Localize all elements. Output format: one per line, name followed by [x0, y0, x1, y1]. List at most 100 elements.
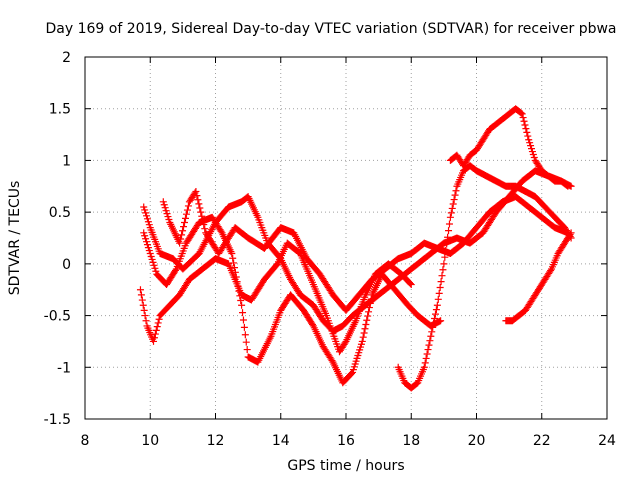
data-point — [522, 125, 530, 133]
data-point — [441, 253, 449, 261]
y-tick-label: -1 — [57, 360, 71, 376]
data-point — [142, 235, 150, 243]
data-point — [234, 282, 242, 290]
data-point — [425, 341, 433, 349]
series-track-g — [159, 187, 572, 314]
data-point — [446, 213, 454, 221]
data-point — [435, 289, 443, 297]
data-point — [148, 255, 156, 263]
data-point — [426, 337, 434, 345]
data-point — [141, 206, 149, 214]
data-point — [139, 301, 147, 309]
data-point — [178, 231, 186, 239]
data-point — [439, 266, 447, 274]
data-point — [363, 316, 371, 324]
data-point — [238, 301, 246, 309]
data-point — [144, 218, 152, 226]
data-point — [150, 334, 158, 342]
series-track-c — [140, 213, 445, 387]
data-point — [521, 121, 529, 129]
data-point — [428, 328, 436, 336]
data-point — [358, 337, 366, 345]
data-point — [143, 215, 151, 223]
data-point — [424, 346, 432, 354]
data-point — [230, 259, 238, 267]
data-point — [180, 223, 188, 231]
data-point — [236, 292, 244, 300]
data-point — [181, 214, 189, 222]
data-point — [529, 151, 537, 159]
data-point — [360, 329, 368, 337]
data-point — [184, 202, 192, 210]
data-point — [171, 266, 179, 274]
data-point — [447, 209, 455, 217]
data-point — [348, 369, 356, 377]
data-point — [151, 264, 159, 272]
data-point — [452, 187, 460, 195]
data-point — [137, 291, 145, 299]
data-point — [450, 196, 458, 204]
data-point — [165, 216, 173, 224]
y-tick-label: 1 — [62, 153, 71, 169]
data-point — [140, 306, 148, 314]
data-point — [437, 317, 445, 325]
y-tick-label: 1.5 — [49, 102, 71, 118]
series-track-e — [446, 105, 572, 190]
data-point — [143, 212, 151, 220]
data-point — [141, 232, 149, 240]
data-point — [431, 315, 439, 323]
y-axis-ticks: -1.5 -1 -0.5 0 0.5 1 1.5 2 — [44, 50, 607, 428]
data-point — [239, 316, 247, 324]
data-point — [528, 148, 536, 156]
data-point — [143, 241, 151, 249]
data-point — [237, 297, 245, 305]
data-point — [164, 213, 172, 221]
data-point — [150, 337, 158, 345]
data-point — [440, 260, 448, 268]
x-tick-label: 8 — [81, 433, 90, 449]
x-tick-label: 16 — [337, 433, 355, 449]
data-point — [527, 145, 535, 153]
data-point — [138, 296, 146, 304]
data-point — [145, 247, 153, 255]
data-point — [141, 312, 149, 320]
data-point — [143, 238, 151, 246]
data-point — [445, 227, 453, 235]
data-point — [153, 323, 161, 331]
data-point — [448, 204, 456, 212]
data-point — [242, 338, 250, 346]
data-point — [451, 191, 459, 199]
data-point — [443, 240, 451, 248]
data-point — [192, 187, 200, 195]
data-point — [517, 109, 525, 117]
data-point — [200, 221, 208, 229]
data-point — [182, 210, 190, 218]
data-point — [422, 354, 430, 362]
data-point — [230, 264, 238, 272]
data-marks — [136, 105, 575, 392]
data-point — [359, 333, 367, 341]
y-tick-label: 0.5 — [49, 205, 71, 221]
x-tick-label: 22 — [533, 433, 551, 449]
data-point — [429, 323, 437, 331]
data-point — [160, 201, 168, 209]
data-point — [151, 330, 159, 338]
data-point — [564, 229, 572, 237]
data-point — [524, 132, 532, 140]
data-point — [526, 139, 534, 147]
data-point — [144, 244, 152, 252]
data-point — [147, 252, 155, 260]
x-tick-label: 10 — [141, 433, 159, 449]
y-axis-label: SDTVAR / TECUs — [7, 181, 23, 296]
data-point — [364, 312, 372, 320]
data-point — [564, 182, 572, 190]
data-point — [179, 227, 187, 235]
data-point — [523, 128, 531, 136]
data-point — [406, 280, 414, 288]
data-point — [436, 283, 444, 291]
data-point — [437, 278, 445, 286]
data-point — [433, 301, 441, 309]
chart-title: Day 169 of 2019, Sidereal Day-to-day VTE… — [45, 21, 616, 37]
